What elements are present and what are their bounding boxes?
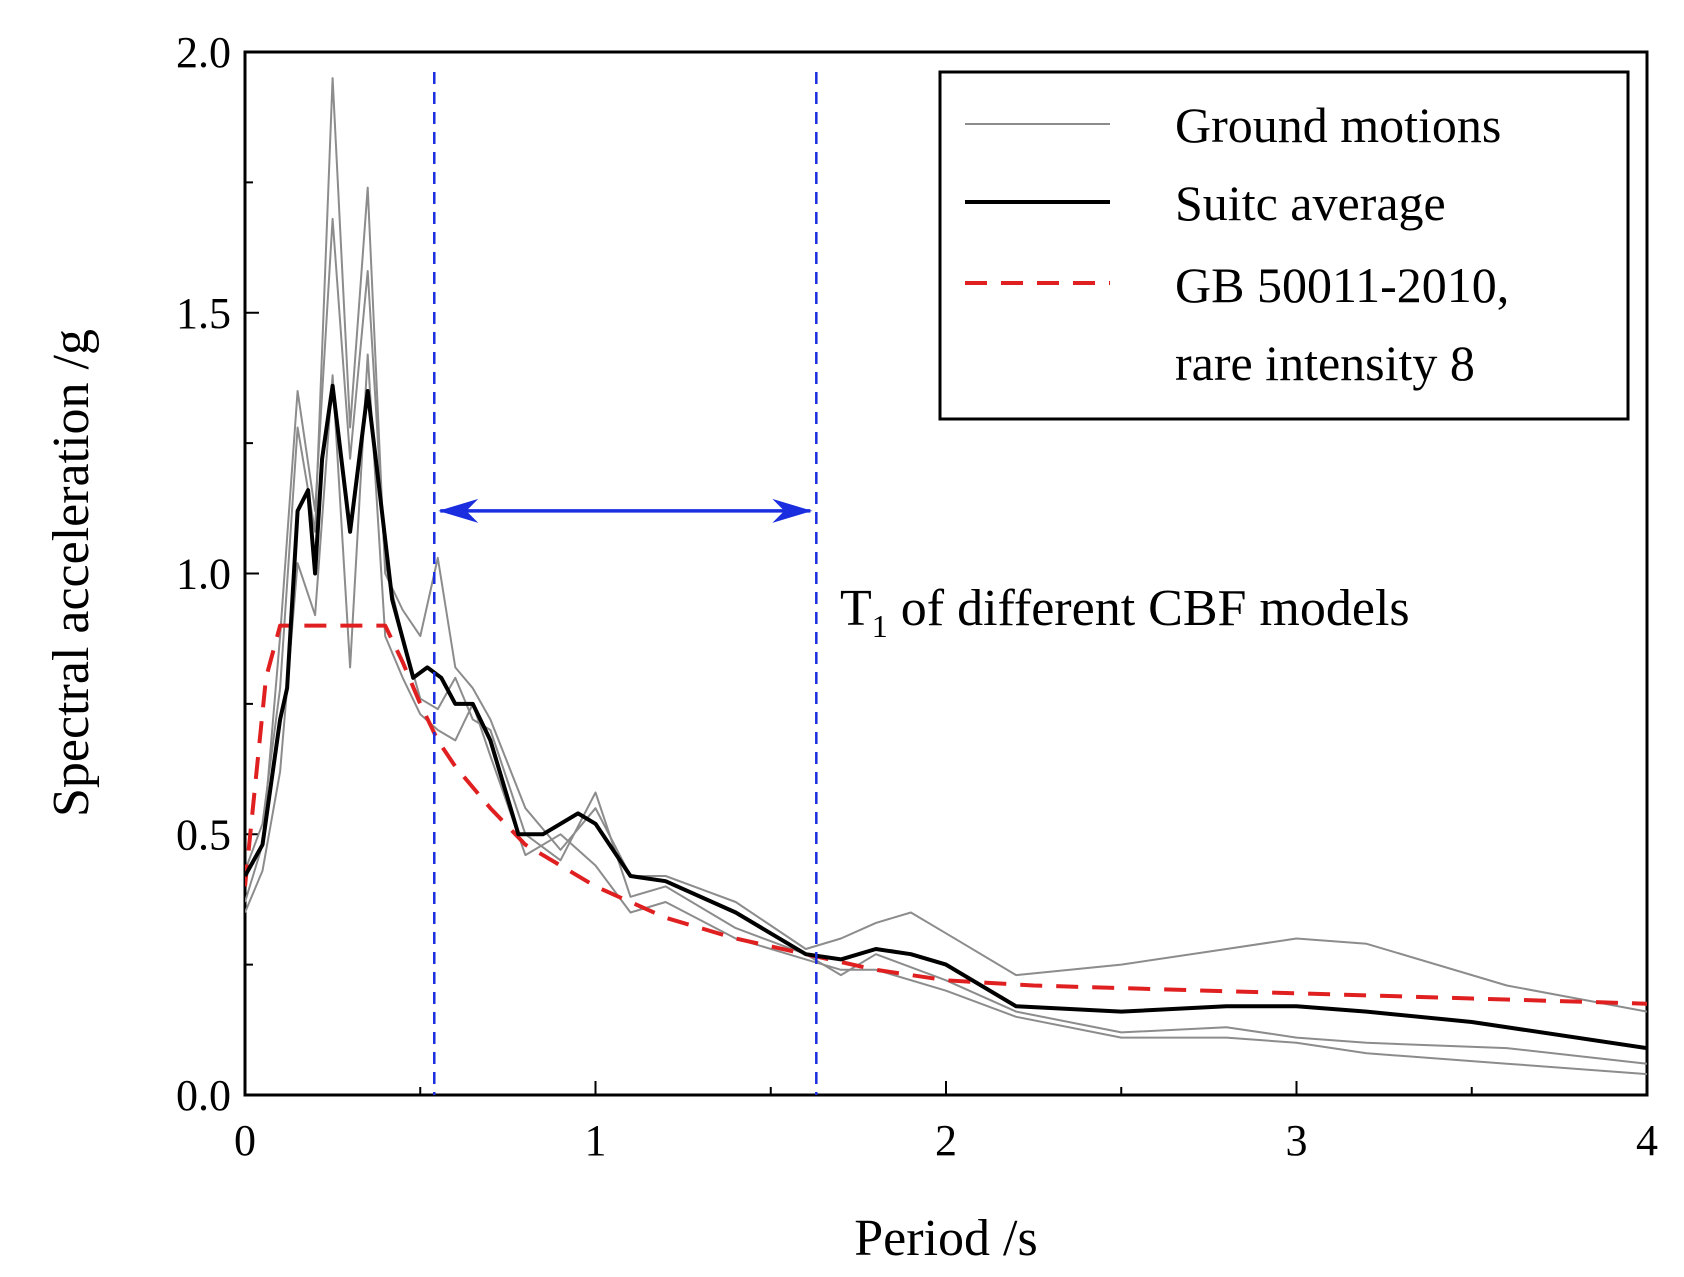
period-annotation: T1 of different CBF models — [840, 580, 1410, 644]
x-axis-ticks: 0 1 2 3 4 — [234, 1081, 1658, 1165]
legend-label-ground: Ground motions — [1175, 97, 1501, 153]
period-marker-layer — [433, 72, 818, 1095]
x-tick-label: 2 — [935, 1116, 957, 1165]
x-axis-title: Period /s — [854, 1210, 1037, 1267]
legend-label-code-line1: GB 50011-2010, — [1175, 257, 1509, 313]
series-line-suite-average — [245, 383, 1647, 1051]
x-tick-label: 4 — [1636, 1116, 1658, 1165]
series-line-code-spectrum — [245, 623, 1647, 1006]
legend-box — [938, 70, 1630, 421]
legend-label-average: Suitc average — [1175, 175, 1446, 231]
annotation-rest: of different CBF models — [888, 580, 1410, 637]
period-range-arrowhead-right — [772, 498, 813, 523]
legend-label-code-line2: rare intensity 8 — [1175, 335, 1475, 391]
legend: Ground motions Suitc average GB 50011-20… — [938, 70, 1630, 421]
series-line-ground-motion — [245, 217, 1647, 1065]
series-layer — [245, 77, 1647, 1076]
x-tick-label: 3 — [1286, 1116, 1308, 1165]
y-tick-label: 2.0 — [176, 28, 231, 77]
y-tick-label: 1.5 — [176, 289, 231, 338]
y-tick-label: 0.5 — [176, 810, 231, 859]
y-tick-label: 0.0 — [176, 1071, 231, 1120]
period-range-arrowhead-left — [438, 498, 479, 523]
y-axis-title: Spectral acceleration /g — [43, 329, 100, 817]
annotation-subscript: 1 — [872, 608, 888, 644]
x-tick-label: 1 — [585, 1116, 607, 1165]
y-axis-ticks: 0.0 0.5 1.0 1.5 2.0 — [176, 28, 259, 1120]
annotation-t: T — [840, 580, 872, 637]
y-tick-label: 1.0 — [176, 550, 231, 599]
x-tick-label: 0 — [234, 1116, 256, 1165]
series-line-ground-motion — [245, 77, 1647, 1013]
